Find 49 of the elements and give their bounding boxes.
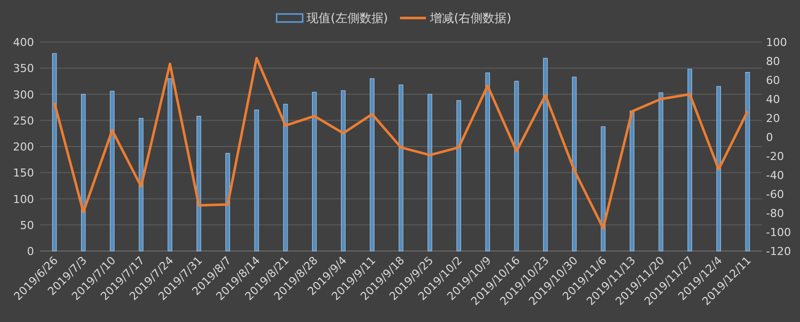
- bar: [716, 86, 721, 252]
- y2-tick-label: 0: [766, 131, 773, 144]
- bar: [398, 84, 404, 252]
- bar: [745, 72, 750, 252]
- bar: [283, 104, 288, 252]
- y-tick-label: 400: [13, 36, 34, 49]
- bar: [456, 100, 462, 252]
- bar: [658, 92, 664, 252]
- y-tick-label: 150: [13, 166, 34, 180]
- bar: [688, 68, 692, 252]
- bar: [572, 76, 577, 252]
- bar: [630, 110, 634, 252]
- y-tick-label: 300: [13, 88, 34, 102]
- legend-label: 增减(右側数据): [429, 11, 512, 25]
- y2-tick-label: -100: [766, 226, 791, 239]
- y2-tick-label: -20: [766, 150, 784, 163]
- bar: [254, 110, 259, 252]
- y2-tick-label: 20: [766, 112, 780, 125]
- y-tick-label: 200: [13, 140, 34, 154]
- y2-tick-label: -120: [766, 245, 791, 258]
- y2-tick-label: -60: [766, 188, 784, 201]
- bar: [225, 152, 230, 252]
- bar: [514, 80, 519, 252]
- bar: [52, 53, 57, 252]
- bar: [428, 94, 432, 252]
- bar: [485, 72, 490, 252]
- y2-tick-label: -80: [766, 207, 784, 220]
- bar: [168, 78, 172, 252]
- y-tick-label: 350: [13, 62, 34, 76]
- y2-tick-label: -40: [766, 169, 784, 182]
- y-tick-label: 250: [13, 114, 34, 128]
- bar: [138, 118, 144, 252]
- y-tick-label: 50: [20, 218, 34, 232]
- bar: [110, 90, 114, 252]
- y2-tick-label: 80: [766, 55, 780, 68]
- bar: [543, 58, 548, 252]
- legend-label: 现值(左側数据): [306, 11, 388, 25]
- line-series: [53, 56, 749, 230]
- bar: [312, 92, 317, 252]
- y-tick-label: 100: [13, 192, 34, 206]
- bar: [340, 90, 346, 252]
- y-tick-label: 0: [27, 245, 34, 258]
- y2-tick-label: 60: [766, 74, 780, 87]
- bar: [196, 116, 202, 252]
- bar: [81, 94, 86, 252]
- bar: [600, 126, 606, 252]
- y2-tick-label: 100: [766, 36, 787, 49]
- bar: [370, 78, 374, 252]
- y2-tick-label: 40: [766, 93, 780, 106]
